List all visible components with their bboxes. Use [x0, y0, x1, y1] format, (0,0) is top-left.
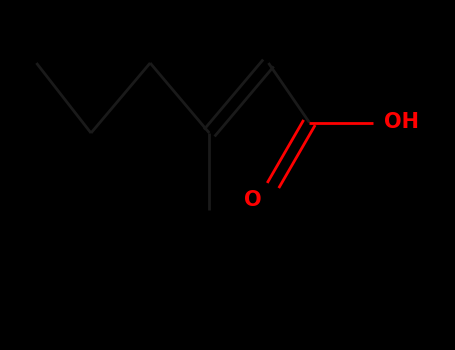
- Text: OH: OH: [384, 112, 420, 133]
- Text: O: O: [244, 189, 261, 210]
